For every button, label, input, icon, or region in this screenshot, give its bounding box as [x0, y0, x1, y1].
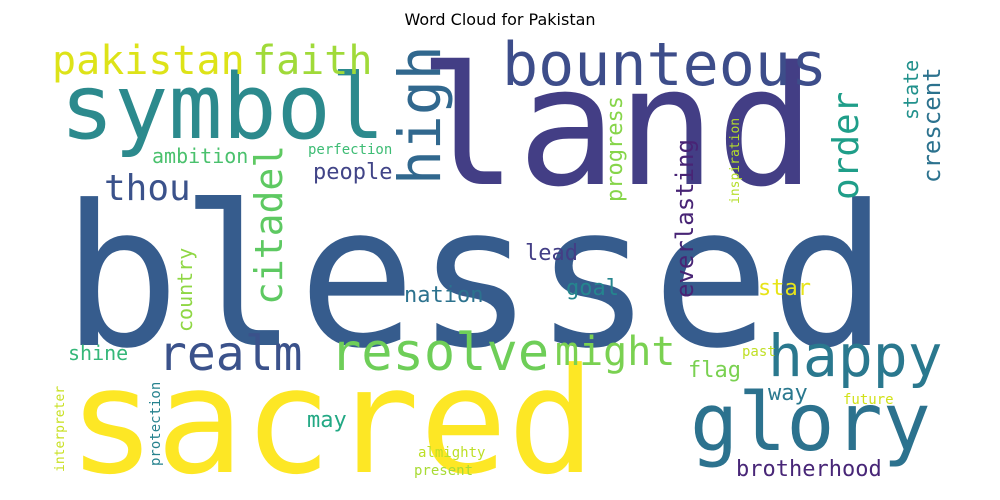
- word-future: future: [843, 392, 894, 408]
- word-brotherhood: brotherhood: [736, 457, 882, 482]
- word-shine: shine: [68, 341, 128, 365]
- word-land: land: [418, 31, 815, 223]
- word-state: state: [899, 60, 923, 120]
- word-symbol: symbol: [60, 55, 385, 160]
- word-interpreter: interpreter: [53, 386, 68, 472]
- word-everlasting: everlasting: [671, 139, 699, 298]
- word-realm: realm: [158, 326, 303, 382]
- word-lead: lead: [525, 241, 578, 266]
- word-blessed: blessed: [62, 164, 888, 392]
- word-country: country: [173, 248, 197, 332]
- word-protection: protection: [148, 382, 164, 466]
- word-goal: goal: [566, 276, 619, 301]
- word-bounteous: bounteous: [502, 30, 827, 100]
- word-may: may: [307, 408, 347, 433]
- word-perfection: perfection: [308, 142, 392, 158]
- word-faith: faith: [252, 38, 372, 84]
- word-thou: thou: [104, 168, 191, 209]
- word-resolve: resolve: [330, 323, 549, 383]
- word-might: might: [555, 329, 675, 375]
- word-order: order: [826, 92, 867, 200]
- word-citadel: citadel: [247, 145, 291, 305]
- word-present: present: [414, 463, 473, 479]
- word-happy: happy: [768, 322, 943, 390]
- word-pakistan: pakistan: [52, 38, 245, 84]
- word-flag: flag: [688, 358, 741, 383]
- word-glory: glory: [690, 376, 931, 469]
- word-people: people: [313, 160, 392, 185]
- word-star: star: [758, 276, 811, 301]
- word-progress: progress: [603, 96, 628, 202]
- word-sacred: sacred: [68, 337, 595, 500]
- word-almighty: almighty: [418, 445, 485, 461]
- word-crescent: crescent: [918, 67, 946, 183]
- word-high: high: [386, 45, 454, 185]
- word-inspiration: inspiration: [728, 118, 743, 204]
- word-nation: nation: [404, 283, 483, 308]
- chart-title: Word Cloud for Pakistan: [404, 10, 596, 29]
- word-past: past: [742, 344, 776, 360]
- word-ambition: ambition: [152, 144, 248, 168]
- word-way: way: [768, 381, 808, 406]
